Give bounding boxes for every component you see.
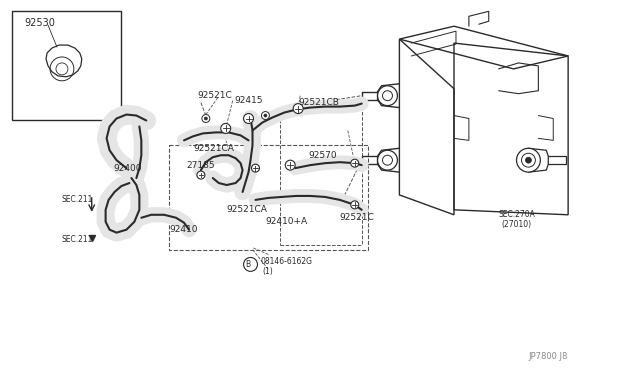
Circle shape [351, 159, 358, 167]
Circle shape [516, 148, 540, 172]
Circle shape [197, 171, 205, 179]
Circle shape [525, 157, 531, 163]
Text: 92521CA: 92521CA [227, 205, 268, 214]
Text: 92530: 92530 [24, 18, 55, 28]
Text: B: B [245, 260, 250, 269]
Text: 92521CA: 92521CA [193, 144, 234, 153]
Circle shape [221, 124, 230, 134]
Circle shape [293, 104, 303, 113]
Circle shape [262, 112, 269, 119]
Text: 92410: 92410 [169, 225, 198, 234]
Text: 92570: 92570 [308, 151, 337, 160]
Text: 92521C: 92521C [197, 91, 232, 100]
Circle shape [202, 115, 210, 122]
Bar [12, 11, 122, 121]
Text: 92400: 92400 [113, 164, 142, 173]
Text: 08146-6162G: 08146-6162G [260, 257, 312, 266]
Text: (1): (1) [262, 267, 273, 276]
Text: JP7800 J8: JP7800 J8 [529, 352, 568, 361]
Text: 92410+A: 92410+A [266, 217, 308, 226]
Circle shape [351, 201, 358, 209]
Text: 92521CB: 92521CB [298, 98, 339, 107]
Circle shape [285, 160, 295, 170]
Circle shape [244, 113, 253, 124]
Text: SEC.211: SEC.211 [62, 235, 93, 244]
Text: 27185: 27185 [186, 161, 214, 170]
Bar [169, 145, 367, 250]
Text: 92521C: 92521C [340, 213, 374, 222]
Circle shape [252, 164, 259, 172]
Text: SEC.270A: SEC.270A [499, 210, 536, 219]
Text: (27010): (27010) [502, 220, 532, 229]
Circle shape [378, 86, 397, 106]
Text: SEC.211: SEC.211 [62, 195, 93, 204]
Circle shape [378, 150, 397, 170]
Circle shape [264, 114, 267, 117]
Circle shape [204, 117, 207, 120]
Text: 92415: 92415 [235, 96, 263, 105]
